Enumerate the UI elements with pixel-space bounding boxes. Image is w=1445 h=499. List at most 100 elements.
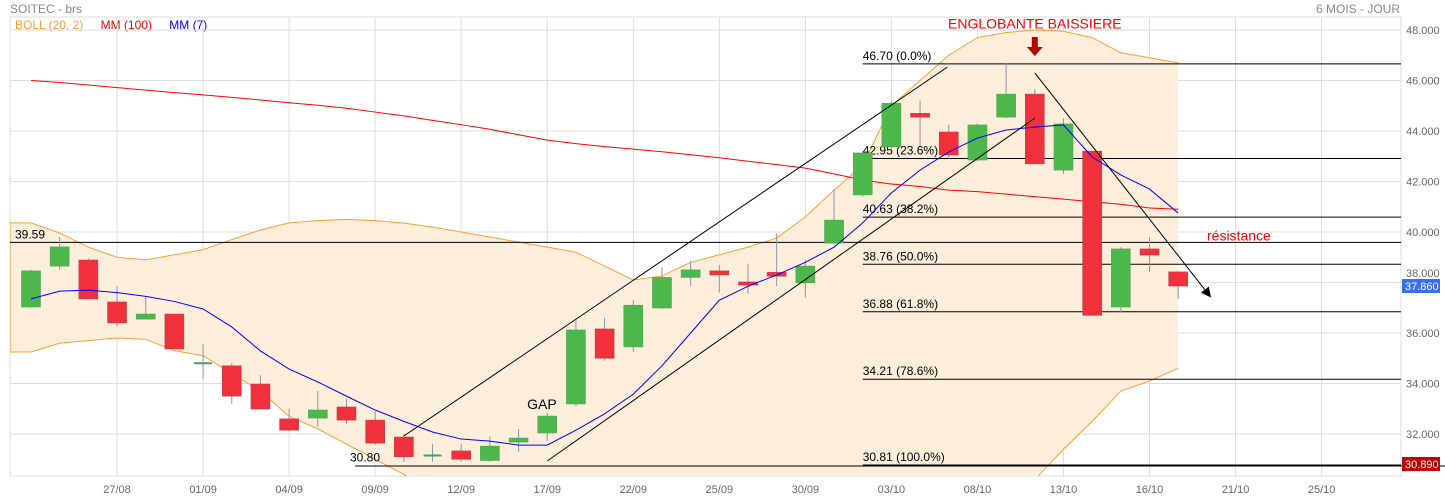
trendline-upper-channel (403, 66, 948, 437)
candle (967, 123, 988, 162)
y-tick-label: 32.000 (1406, 429, 1440, 441)
fib-label: 40.63 (38.2%) (863, 202, 938, 216)
x-tick-label: 16/10 (1136, 484, 1164, 496)
legend-mm100[interactable]: MM (100) (100, 18, 152, 32)
candle-body (508, 437, 529, 443)
candle (824, 189, 844, 245)
candle (537, 412, 558, 442)
resistance-value: 39.59 (15, 227, 45, 241)
candle-body (221, 365, 242, 397)
bollinger-lower (10, 337, 408, 476)
candle-body (996, 93, 1016, 118)
candle (279, 408, 299, 432)
candle-body (1111, 248, 1131, 308)
indicator-legend: BOLL (20, 2) MM (100) MM (7) (15, 18, 221, 32)
candle (49, 237, 70, 270)
candle (1168, 271, 1188, 299)
x-tick-label: 27/08 (103, 484, 131, 496)
fib-label: 38.76 (50.0%) (863, 249, 938, 263)
candle (508, 428, 529, 452)
x-tick-label: 21/10 (1222, 484, 1250, 496)
support-value: 30.80 (350, 450, 380, 464)
candle (623, 300, 644, 352)
candle (652, 267, 672, 310)
candle (795, 259, 816, 298)
candle (766, 233, 787, 287)
x-tick-label: 17/09 (533, 484, 561, 496)
candle (910, 100, 930, 147)
legend-mm7[interactable]: MM (7) (169, 18, 208, 32)
x-tick-label: 12/09 (447, 484, 475, 496)
candle-body (480, 445, 500, 461)
y-tick-label: 42.000 (1406, 177, 1440, 189)
candle-body (307, 409, 328, 419)
candle (451, 444, 472, 462)
candle (1053, 118, 1074, 174)
gap-annotation: GAP (527, 396, 557, 412)
mm100-line (30, 80, 1179, 210)
candle-body (680, 269, 701, 278)
price-tag-bg (1402, 279, 1440, 294)
candle (1139, 237, 1160, 273)
candle (307, 391, 328, 427)
x-tick-label: 25/09 (706, 484, 734, 496)
candle-body (1025, 93, 1045, 165)
candle-body (766, 272, 787, 277)
candle-body (566, 329, 586, 405)
trendline-downtrend (1034, 72, 1211, 298)
candle-body (537, 415, 558, 434)
period-label[interactable]: 6 MOIS - JOUR (1315, 2, 1400, 16)
x-tick-label: 08/10 (964, 484, 992, 496)
englobante-annotation: ENGLOBANTE BAISSIERE (948, 15, 1122, 31)
candle-body (623, 304, 644, 348)
legend-boll[interactable]: BOLL (20, 2) (15, 18, 84, 32)
candle-body (164, 313, 185, 350)
candle (194, 344, 213, 379)
y-tick-label: 44.000 (1406, 126, 1440, 138)
candle (21, 269, 41, 308)
candle (996, 62, 1016, 119)
candle-body (738, 281, 758, 286)
candle-body (910, 113, 930, 118)
chart-title: SOITEC - brs (10, 2, 83, 16)
candle-body (365, 419, 385, 444)
candle-body (107, 301, 127, 324)
candle (336, 398, 357, 424)
x-tick-label: 13/10 (1050, 484, 1078, 496)
candle-body (795, 265, 816, 284)
y-tick-label: 38.000 (1406, 268, 1440, 280)
y-tick-label: 34.000 (1406, 379, 1440, 391)
fib-label: 42.95 (23.6%) (863, 144, 938, 158)
candle (250, 375, 271, 410)
candle-body (1168, 271, 1188, 287)
x-tick-label: 03/10 (878, 484, 906, 496)
candle-body (594, 328, 615, 359)
candle-body (78, 259, 99, 300)
candle (423, 444, 442, 462)
x-tick-label: 22/09 (620, 484, 648, 496)
bollinger-upper (10, 29, 1179, 281)
candle-body (1053, 123, 1074, 171)
candle-body (652, 277, 672, 309)
price-tag: 30.890 (1405, 459, 1439, 471)
candle-body (824, 219, 844, 244)
y-tick-label: 48.000 (1406, 25, 1440, 37)
fib-label: 34.21 (78.6%) (863, 364, 938, 378)
fib-label: 36.88 (61.8%) (863, 297, 938, 311)
fib-label: 46.70 (0.0%) (863, 49, 932, 63)
candle (135, 297, 156, 320)
candle (78, 258, 99, 300)
candle (566, 320, 586, 407)
candle (1111, 247, 1131, 313)
y-tick-label: 46.000 (1406, 76, 1440, 88)
candle-body (135, 313, 156, 320)
x-tick-label: 01/09 (189, 484, 217, 496)
candle-body (1139, 248, 1160, 256)
candle-body (881, 102, 902, 148)
y-tick-label: 36.000 (1406, 328, 1440, 340)
resistance-annotation: résistance (1207, 227, 1271, 243)
fib-label: 30.81 (100.0%) (863, 450, 945, 464)
candle (709, 264, 730, 293)
candle (164, 313, 185, 350)
